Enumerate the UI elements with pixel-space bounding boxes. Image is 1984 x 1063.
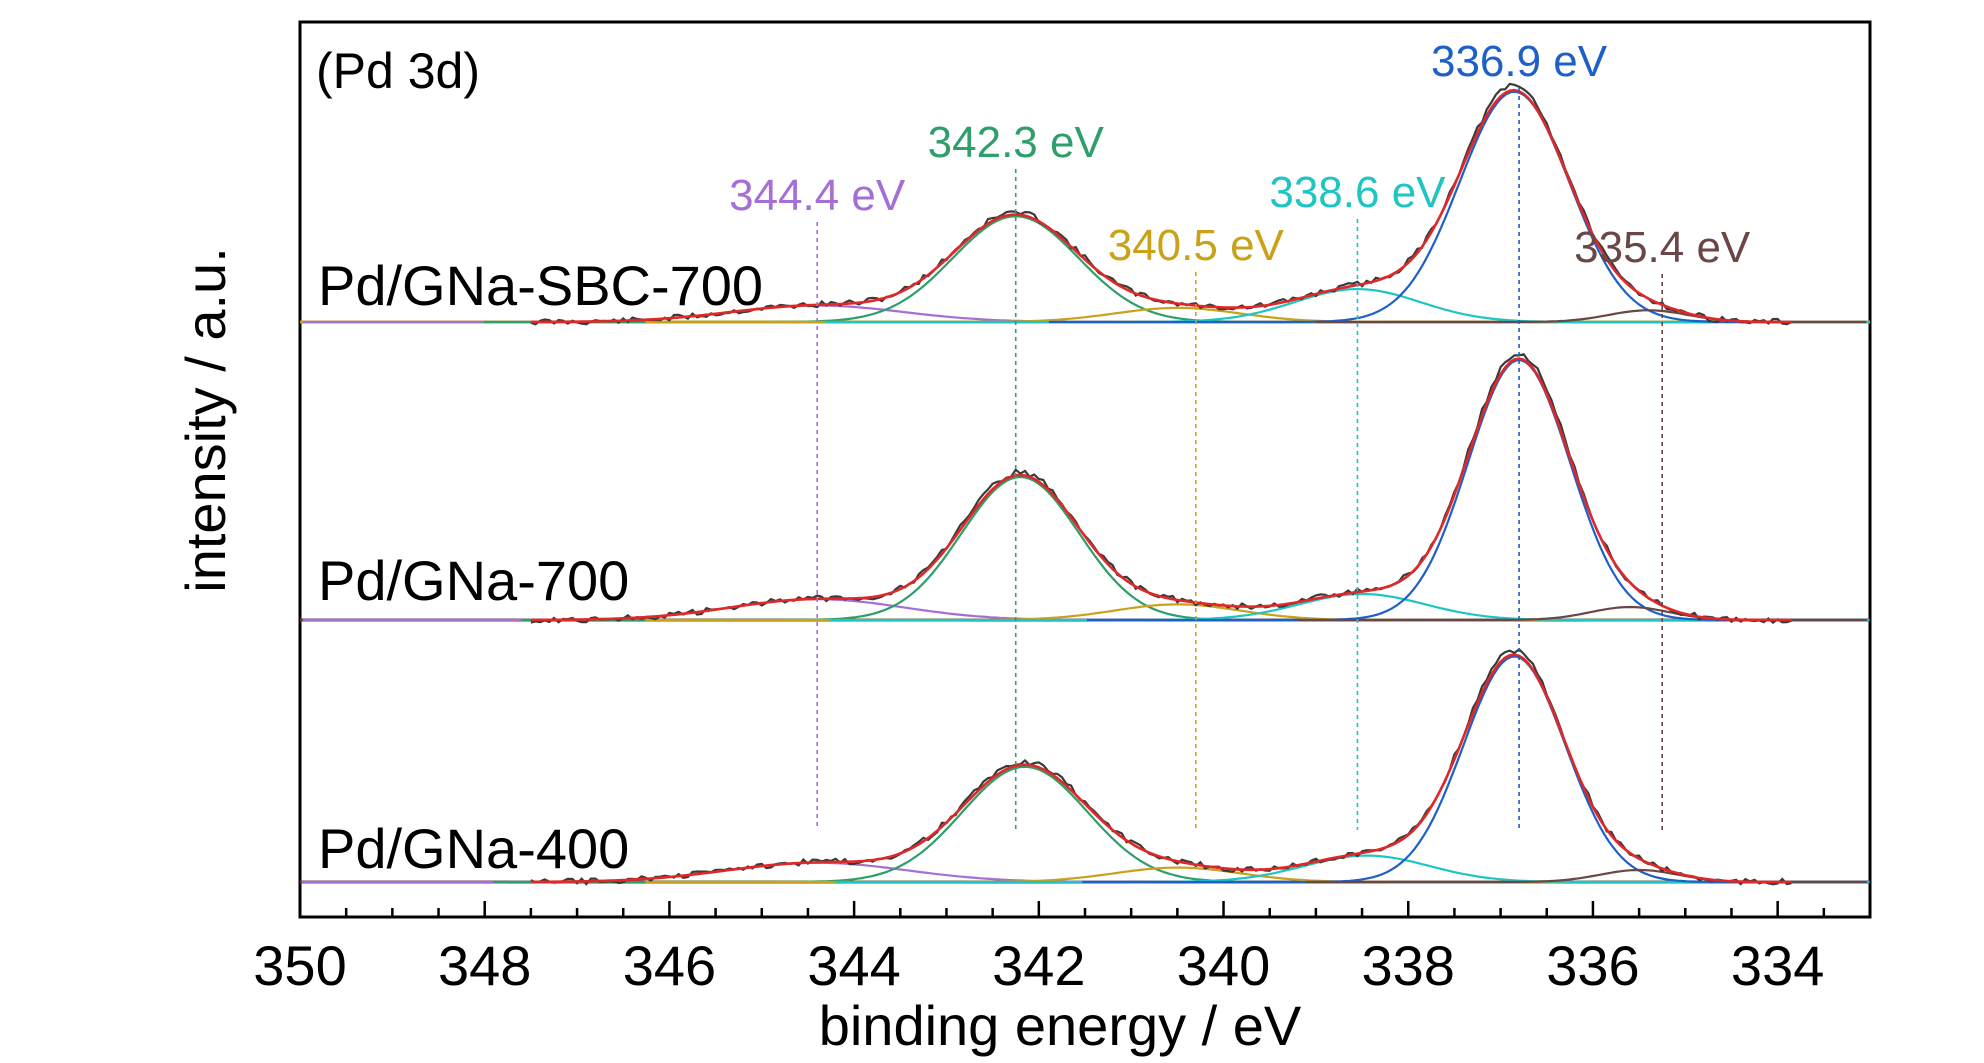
peak-guide-lines (816, 88, 1664, 830)
raw-spectrum (530, 353, 1792, 625)
peak-label: 335.4 eV (1574, 223, 1751, 272)
peak-label: 336.9 eV (1431, 37, 1608, 86)
x-axis-ticks: 350 348 346 344 342 340 338 336 334 (253, 901, 1872, 997)
fit-envelope (530, 357, 1792, 622)
x-tick-label: 342 (992, 934, 1085, 997)
x-tick-label: 336 (1546, 934, 1639, 997)
label-layer: Pd/GNa-SBC-700 Pd/GNa-700 Pd/GNa-400 344.4 … (318, 37, 1751, 880)
raw-spectrum (530, 647, 1792, 886)
x-tick-label: 334 (1731, 934, 1824, 997)
x-tick-label: 344 (807, 934, 900, 997)
fit-component-4 (1049, 90, 1867, 324)
x-tick-label: 338 (1362, 934, 1455, 997)
peak-label: 344.4 eV (729, 171, 906, 220)
x-axis-title: binding energy / eV (819, 994, 1302, 1057)
sample-label: Pd/GNa-700 (318, 549, 629, 612)
fit-envelope (530, 653, 1792, 884)
fit-component-4 (1082, 655, 1868, 884)
series-0 (300, 82, 1870, 326)
fit-component-5 (1315, 309, 1866, 324)
series-layer (300, 82, 1870, 886)
x-tick-label: 350 (253, 934, 346, 997)
x-tick-label: 348 (438, 934, 531, 997)
series-1 (300, 353, 1870, 625)
panel-label: (Pd 3d) (316, 43, 480, 99)
peak-label: 338.6 eV (1269, 168, 1446, 217)
sample-label: Pd/GNa-SBC-700 (318, 254, 763, 317)
fit-component-1 (493, 765, 1556, 884)
sample-label: Pd/GNa-400 (318, 817, 629, 880)
fit-envelope (530, 88, 1792, 324)
fit-component-2 (645, 306, 1708, 324)
y-axis-title: intensity / a.u. (174, 247, 237, 593)
fit-component-4 (1086, 359, 1868, 622)
x-tick-label: 340 (1177, 934, 1270, 997)
fit-component-1 (521, 475, 1515, 622)
peak-label: 342.3 eV (928, 118, 1105, 167)
fit-component-3 (825, 287, 1870, 324)
series-2 (300, 647, 1870, 886)
peak-label: 340.5 eV (1108, 221, 1285, 270)
x-tick-label: 346 (623, 934, 716, 997)
